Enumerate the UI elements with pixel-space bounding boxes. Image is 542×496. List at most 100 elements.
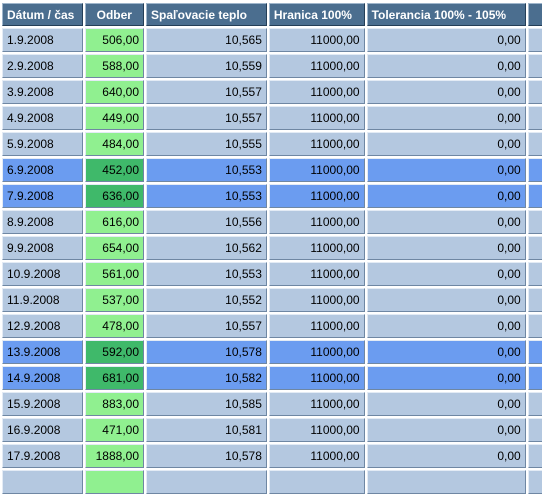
hranica-cell: 11000,00 <box>268 366 365 390</box>
extra-cell <box>527 28 542 52</box>
extra-cell <box>527 418 542 442</box>
table-row[interactable]: 10.9.2008 561,00 10,553 11000,00 0,00 <box>2 262 542 286</box>
spalovacie-teplo-cell: 10,555 <box>146 132 267 156</box>
tolerancia-cell: 0,00 <box>366 314 526 338</box>
tolerancia-cell: 0,00 <box>366 28 526 52</box>
odber-cell: 506,00 <box>84 28 144 52</box>
date-cell: 7.9.2008 <box>2 184 83 208</box>
table-row[interactable] <box>2 470 542 494</box>
table-row[interactable]: 3.9.2008 640,00 10,557 11000,00 0,00 <box>2 80 542 104</box>
date-cell: 14.9.2008 <box>2 366 83 390</box>
table-row[interactable]: 8.9.2008 616,00 10,556 11000,00 0,00 <box>2 210 542 234</box>
hranica-cell: 11000,00 <box>268 262 365 286</box>
table-row[interactable]: 5.9.2008 484,00 10,555 11000,00 0,00 <box>2 132 542 156</box>
table-row[interactable]: 15.9.2008 883,00 10,585 11000,00 0,00 <box>2 392 542 416</box>
date-cell: 16.9.2008 <box>2 418 83 442</box>
spalovacie-teplo-cell: 10,559 <box>146 54 267 78</box>
extra-cell <box>527 314 542 338</box>
tolerancia-cell: 0,00 <box>366 158 526 182</box>
spalovacie-teplo-cell: 10,552 <box>146 288 267 312</box>
table-row[interactable]: 4.9.2008 449,00 10,557 11000,00 0,00 <box>2 106 542 130</box>
table-row[interactable]: 11.9.2008 537,00 10,552 11000,00 0,00 <box>2 288 542 312</box>
extra-cell <box>527 340 542 364</box>
extra-cell <box>527 158 542 182</box>
tolerancia-cell: 0,00 <box>366 262 526 286</box>
tolerancia-cell: 0,00 <box>366 444 526 468</box>
hranica-cell: 11000,00 <box>268 28 365 52</box>
odber-cell: 484,00 <box>84 132 144 156</box>
table-row[interactable]: 17.9.2008 1888,00 10,578 11000,00 0,00 <box>2 444 542 468</box>
table-row[interactable]: 2.9.2008 588,00 10,559 11000,00 0,00 <box>2 54 542 78</box>
spalovacie-teplo-cell: 10,582 <box>146 366 267 390</box>
table-row[interactable]: 14.9.2008 681,00 10,582 11000,00 0,00 <box>2 366 542 390</box>
hranica-cell: 11000,00 <box>268 158 365 182</box>
table-row[interactable]: 12.9.2008 478,00 10,557 11000,00 0,00 <box>2 314 542 338</box>
date-cell: 4.9.2008 <box>2 106 83 130</box>
odber-cell: 883,00 <box>84 392 144 416</box>
tolerancia-cell: 0,00 <box>366 418 526 442</box>
hranica-cell: 11000,00 <box>268 132 365 156</box>
extra-cell <box>527 444 542 468</box>
tolerancia-cell: 0,00 <box>366 184 526 208</box>
extra-cell <box>527 184 542 208</box>
tolerancia-cell: 0,00 <box>366 80 526 104</box>
odber-cell: 616,00 <box>84 210 144 234</box>
tolerancia-cell: 0,00 <box>366 288 526 312</box>
table-row[interactable]: 1.9.2008 506,00 10,565 11000,00 0,00 <box>2 28 542 52</box>
hranica-cell: 11000,00 <box>268 210 365 234</box>
odber-cell: 654,00 <box>84 236 144 260</box>
tolerancia-cell: 0,00 <box>366 236 526 260</box>
table-row[interactable]: 6.9.2008 452,00 10,553 11000,00 0,00 <box>2 158 542 182</box>
odber-cell: 537,00 <box>84 288 144 312</box>
tolerancia-cell: 0,00 <box>366 366 526 390</box>
date-cell: 15.9.2008 <box>2 392 83 416</box>
column-header-spalovacie-teplo[interactable]: Spaľovacie teplo <box>146 3 267 26</box>
column-header-hranica[interactable]: Hranica 100% <box>268 3 365 26</box>
spalovacie-teplo-cell: 10,553 <box>146 262 267 286</box>
spalovacie-teplo-cell: 10,578 <box>146 340 267 364</box>
tolerancia-cell: 0,00 <box>366 106 526 130</box>
odber-cell <box>84 470 144 494</box>
date-cell <box>2 470 83 494</box>
extra-cell <box>527 366 542 390</box>
date-cell: 9.9.2008 <box>2 236 83 260</box>
date-cell: 5.9.2008 <box>2 132 83 156</box>
table-row[interactable]: 7.9.2008 636,00 10,553 11000,00 0,00 <box>2 184 542 208</box>
tolerancia-cell: 0,00 <box>366 132 526 156</box>
table-row[interactable]: 9.9.2008 654,00 10,562 11000,00 0,00 <box>2 236 542 260</box>
date-cell: 10.9.2008 <box>2 262 83 286</box>
date-cell: 12.9.2008 <box>2 314 83 338</box>
header-row: Dátum / čas Odber Spaľovacie teplo Hrani… <box>2 3 542 26</box>
column-header-extra[interactable] <box>527 3 542 26</box>
hranica-cell: 11000,00 <box>268 80 365 104</box>
odber-cell: 1888,00 <box>84 444 144 468</box>
spalovacie-teplo-cell: 10,557 <box>146 314 267 338</box>
column-header-odber[interactable]: Odber <box>84 3 144 26</box>
odber-cell: 478,00 <box>84 314 144 338</box>
column-header-date[interactable]: Dátum / čas <box>2 3 83 26</box>
hranica-cell: 11000,00 <box>268 314 365 338</box>
date-cell: 11.9.2008 <box>2 288 83 312</box>
odber-cell: 592,00 <box>84 340 144 364</box>
spalovacie-teplo-cell: 10,553 <box>146 184 267 208</box>
spalovacie-teplo-cell: 10,585 <box>146 392 267 416</box>
hranica-cell: 11000,00 <box>268 288 365 312</box>
odber-cell: 452,00 <box>84 158 144 182</box>
table-row[interactable]: 13.9.2008 592,00 10,578 11000,00 0,00 <box>2 340 542 364</box>
spalovacie-teplo-cell: 10,565 <box>146 28 267 52</box>
table-row[interactable]: 16.9.2008 471,00 10,581 11000,00 0,00 <box>2 418 542 442</box>
odber-cell: 588,00 <box>84 54 144 78</box>
odber-cell: 449,00 <box>84 106 144 130</box>
tolerancia-cell: 0,00 <box>366 340 526 364</box>
tolerancia-cell: 0,00 <box>366 54 526 78</box>
spalovacie-teplo-cell <box>146 470 267 494</box>
spalovacie-teplo-cell: 10,557 <box>146 106 267 130</box>
date-cell: 3.9.2008 <box>2 80 83 104</box>
extra-cell <box>527 262 542 286</box>
column-header-tolerancia[interactable]: Tolerancia 100% - 105% <box>366 3 526 26</box>
date-cell: 8.9.2008 <box>2 210 83 234</box>
odber-cell: 561,00 <box>84 262 144 286</box>
tolerancia-cell: 0,00 <box>366 210 526 234</box>
odber-cell: 636,00 <box>84 184 144 208</box>
